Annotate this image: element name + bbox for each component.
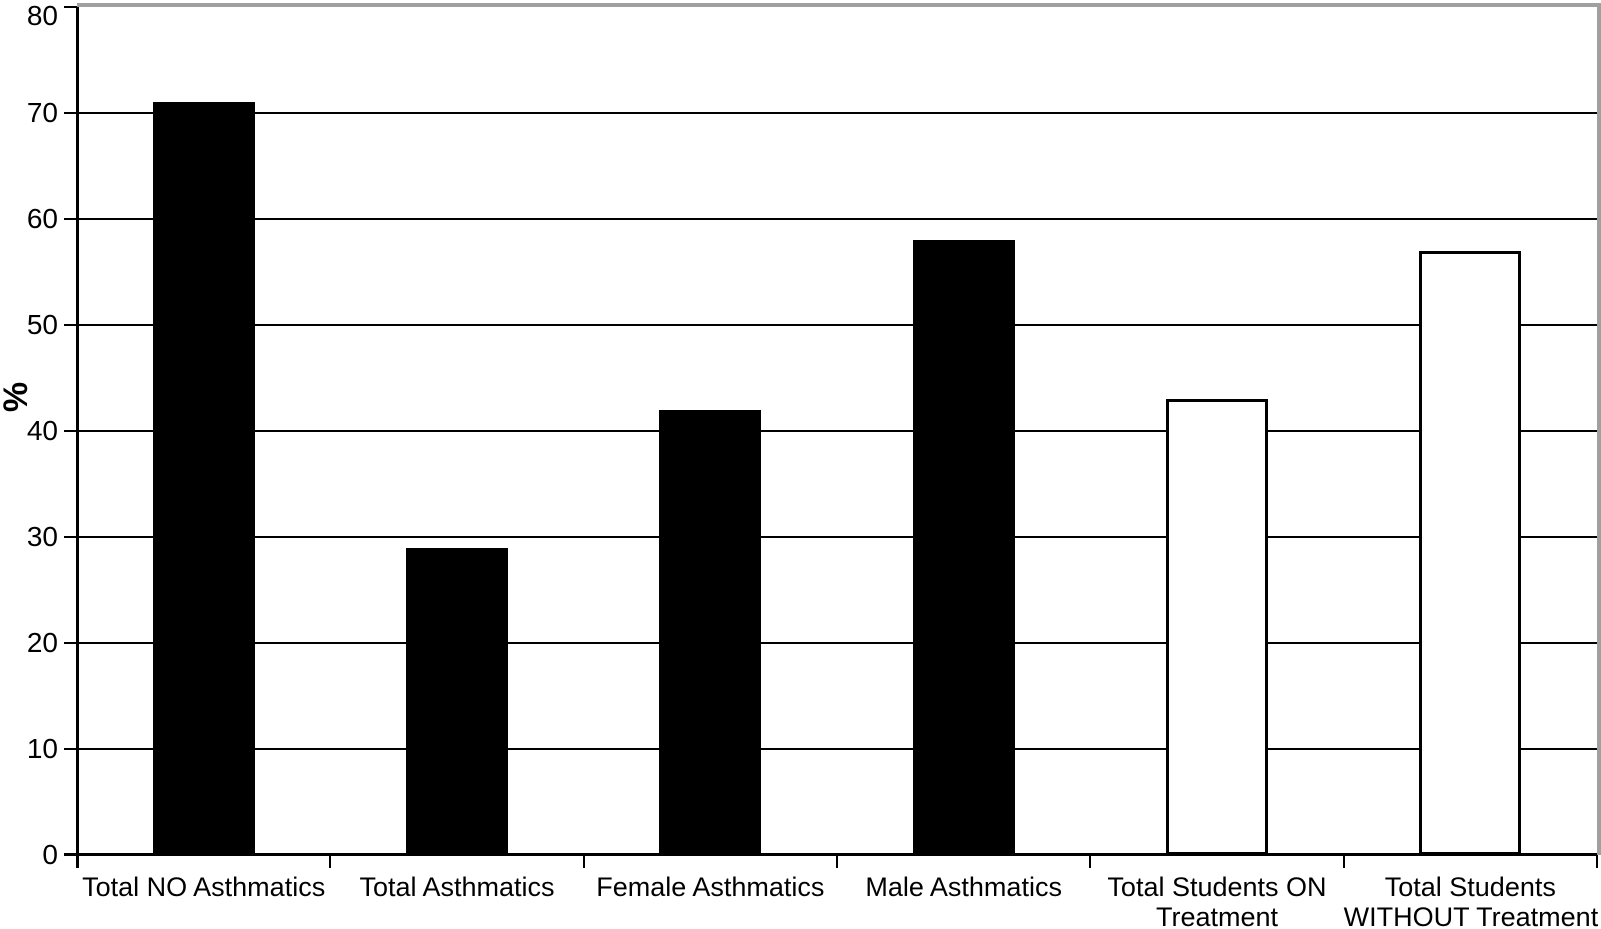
bar-3 [659, 409, 762, 855]
x-tick [1342, 855, 1345, 868]
x-tick [76, 855, 78, 868]
y-tick [64, 642, 77, 644]
bar-2 [406, 547, 508, 855]
x-tick [582, 855, 585, 868]
bar-6 [1419, 250, 1522, 855]
y-tick-label: 70 [26, 97, 58, 128]
y-axis-line [76, 7, 79, 868]
x-tick [1596, 855, 1598, 868]
x-axis-label-line: Male Asthmatics [865, 872, 1062, 902]
x-axis-label: Total Asthmatics [330, 872, 583, 902]
y-tick [64, 6, 77, 8]
y-tick [64, 536, 77, 538]
gridline [77, 324, 1597, 326]
x-axis-label: Total Students WITHOUT Treatment [1343, 872, 1599, 929]
y-tick [64, 748, 77, 750]
y-tick [64, 112, 77, 114]
gridline [77, 112, 1597, 114]
x-axis-label: Male Asthmatics [837, 872, 1090, 902]
y-tick [64, 218, 77, 220]
x-tick [1089, 855, 1092, 868]
gridline [77, 536, 1597, 538]
x-axis-label-line: Total Asthmatics [359, 872, 555, 902]
y-tick-label: 40 [26, 415, 58, 446]
x-axis-label: Total Students ON Treatment [1090, 872, 1343, 929]
x-axis-label-line: Total NO Asthmatics [82, 872, 326, 902]
x-tick [329, 855, 332, 868]
y-tick-label: 80 [26, 0, 58, 31]
x-axis-label-line: WITHOUT Treatment [1343, 902, 1599, 929]
x-axis-label-line: Total Students ON [1107, 872, 1327, 902]
x-axis-label-line: Total Students [1384, 872, 1556, 902]
y-tick [64, 324, 77, 326]
gridline [77, 642, 1597, 644]
x-axis-label-line: Treatment [1155, 902, 1279, 929]
x-axis-label: Female Asthmatics [584, 872, 837, 902]
y-tick-label: 50 [26, 309, 58, 340]
y-tick-label: 60 [26, 203, 58, 234]
y-tick-label: 30 [26, 521, 58, 552]
x-axis-label-line: Female Asthmatics [596, 872, 825, 902]
y-tick-label: 20 [26, 627, 58, 658]
x-axis-label: Total NO Asthmatics [77, 872, 330, 902]
y-tick [64, 430, 77, 432]
gridline [77, 218, 1597, 220]
gridline [77, 748, 1597, 750]
y-tick-label: 10 [26, 733, 58, 764]
bar-5 [1166, 399, 1268, 855]
x-axis-line [64, 853, 1597, 856]
bar-1 [152, 102, 255, 855]
plot-border-right [1597, 3, 1601, 855]
x-tick [836, 855, 838, 868]
y-tick-label: 0 [42, 839, 58, 870]
bar-4 [912, 240, 1015, 855]
gridline [77, 430, 1597, 432]
plot-border-top [77, 3, 1601, 7]
